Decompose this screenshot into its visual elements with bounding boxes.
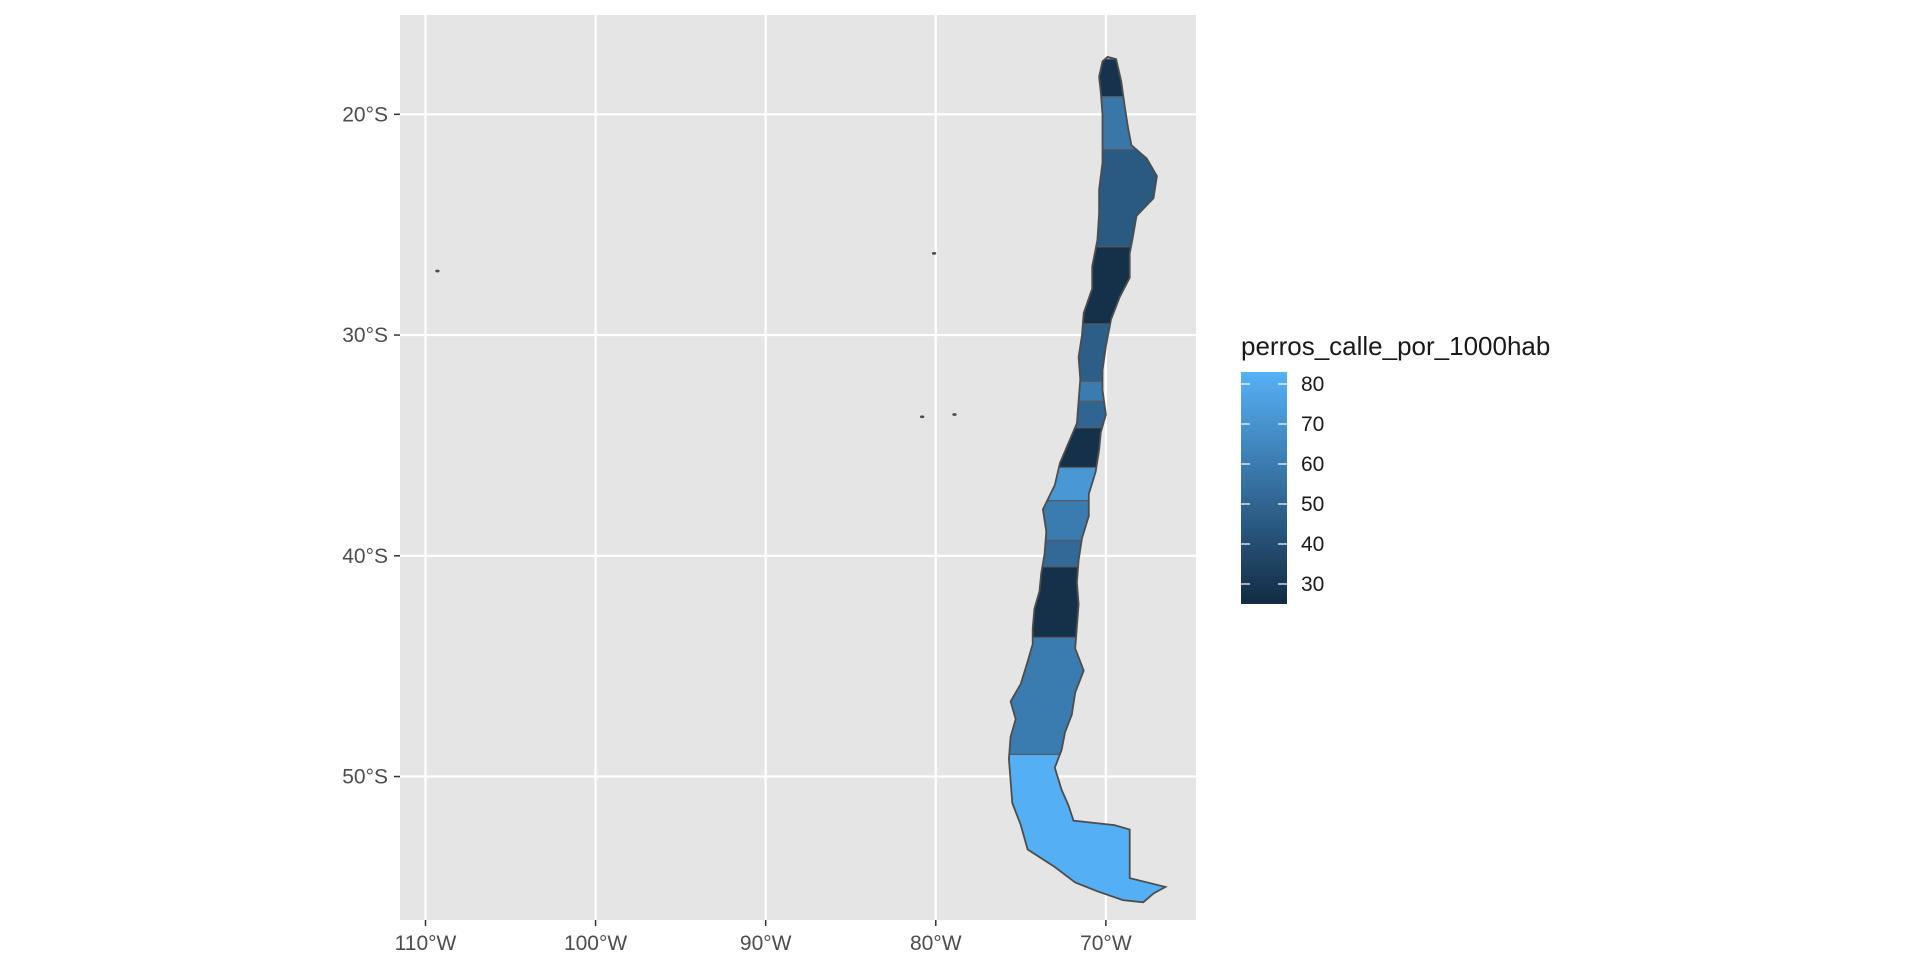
country-outline	[1007, 55, 1168, 904]
island-polygon	[952, 413, 957, 416]
x-tick-label: 110°W	[395, 932, 457, 955]
x-tick-label: 70°W	[1080, 932, 1132, 955]
x-tick-label: 90°W	[740, 932, 792, 955]
island-polygon	[435, 269, 440, 273]
y-tick-label: 30°S	[342, 324, 388, 347]
legend-tick-label: 80	[1301, 373, 1324, 396]
x-tick-label: 80°W	[910, 932, 962, 955]
legend-tick-label: 60	[1301, 453, 1324, 476]
graticule	[400, 15, 1196, 920]
y-tick-label: 20°S	[342, 103, 388, 126]
legend-tick-label: 50	[1301, 493, 1324, 516]
legend-colorbar	[1241, 372, 1287, 604]
island-polygon	[931, 251, 937, 255]
x-tick-label: 100°W	[564, 932, 627, 955]
y-tick-label: 40°S	[342, 545, 388, 568]
legend-title: perros_calle_por_1000hab	[1241, 331, 1550, 361]
y-tick-label: 50°S	[342, 766, 388, 789]
axes: 110°W 100°W 90°W 80°W 70°W 20°S 30°S 40°S 50°S	[342, 103, 1132, 955]
island-polygons	[435, 251, 957, 419]
legend-tick-label: 40	[1301, 533, 1324, 556]
legend: perros_calle_por_1000hab 30 40 50 60 70 80	[1241, 331, 1550, 604]
legend-tick-label: 30	[1301, 573, 1324, 596]
legend-tick-label: 70	[1301, 413, 1324, 436]
legend-ticks: 30 40 50 60 70 80	[1241, 373, 1324, 596]
island-polygon	[919, 415, 925, 419]
